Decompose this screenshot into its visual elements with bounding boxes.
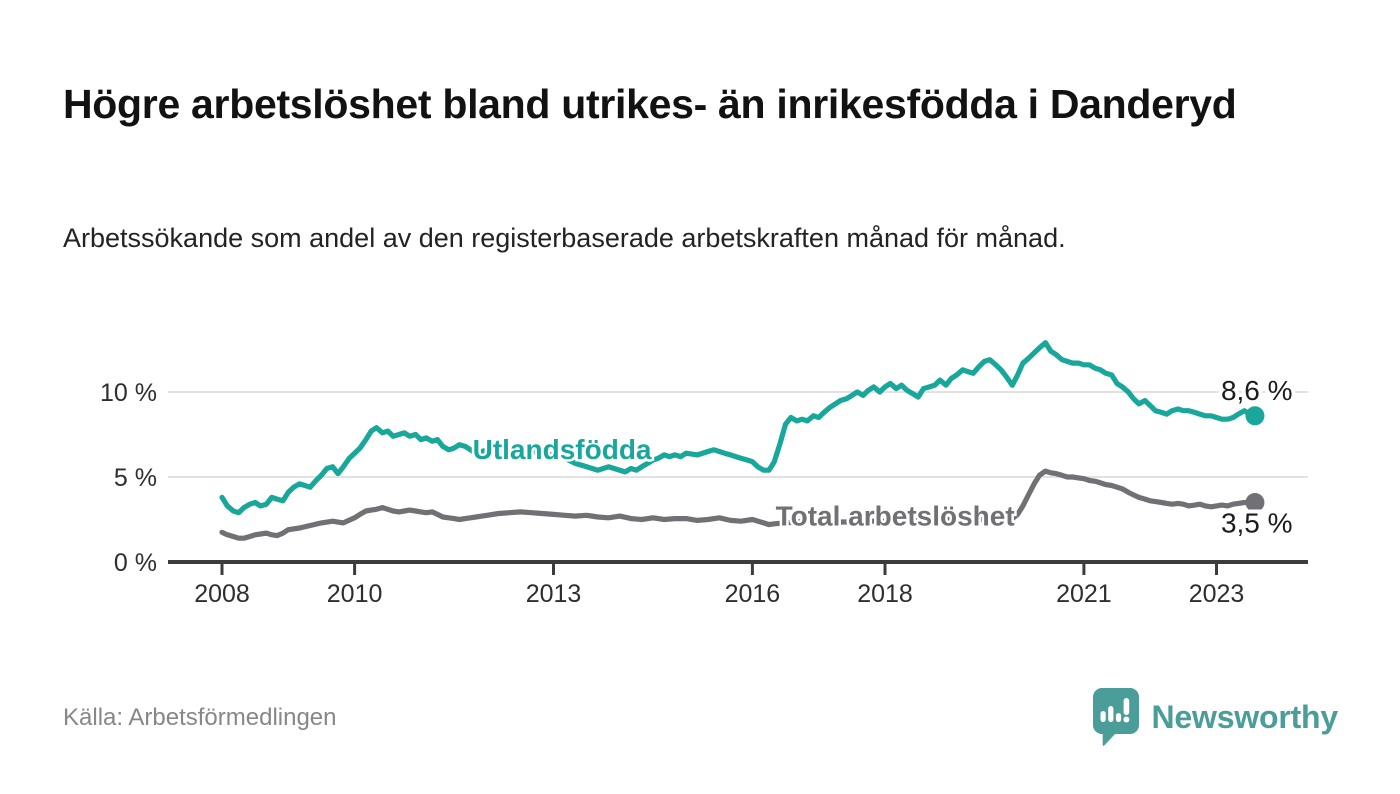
x-tick-label: 2016 bbox=[725, 580, 781, 608]
series-line bbox=[219, 340, 1258, 516]
chart-canvas: 2008 2010 2013 2016 2018 2021 2023 0 % 5 % 10 % Ut… bbox=[100, 340, 1308, 608]
series-inline-label: Total arbetslöshet bbox=[776, 500, 1015, 531]
y-tick-label: 10 % bbox=[100, 379, 157, 407]
page-subtitle: Arbetssökande som andel av den registerb… bbox=[63, 223, 1066, 253]
series-line bbox=[219, 468, 1258, 541]
x-tick-label: 2013 bbox=[526, 580, 582, 608]
series-end-dot bbox=[1245, 493, 1265, 512]
x-tick-label: 2023 bbox=[1189, 580, 1245, 608]
x-tick-label: 2008 bbox=[194, 580, 250, 608]
series-end-dot bbox=[1245, 406, 1265, 426]
series-end-value-label: 3,5 % bbox=[1221, 508, 1293, 539]
source-note: Källa: Arbetsförmedlingen bbox=[63, 704, 337, 731]
series-inline-label: Utlandsfödda bbox=[473, 434, 652, 465]
page-title: Högre arbetslöshet bland utrikes- än inr… bbox=[63, 81, 1237, 128]
x-tick-label: 2021 bbox=[1056, 580, 1112, 608]
line-chart: 2008 2010 2013 2016 2018 2021 2023 0 % 5 % 10 % Ut… bbox=[0, 320, 1400, 620]
newsworthy-logo: Newsworthy bbox=[1092, 686, 1339, 748]
series-end-value-label: 8,6 % bbox=[1221, 375, 1293, 406]
newsworthy-logo-text: Newsworthy bbox=[1151, 698, 1339, 735]
y-tick-label: 5 % bbox=[114, 464, 157, 492]
newsworthy-logo-icon bbox=[1092, 688, 1139, 746]
y-tick-label: 0 % bbox=[114, 549, 157, 577]
x-tick-label: 2010 bbox=[327, 580, 383, 608]
x-tick-label: 2018 bbox=[857, 580, 913, 608]
